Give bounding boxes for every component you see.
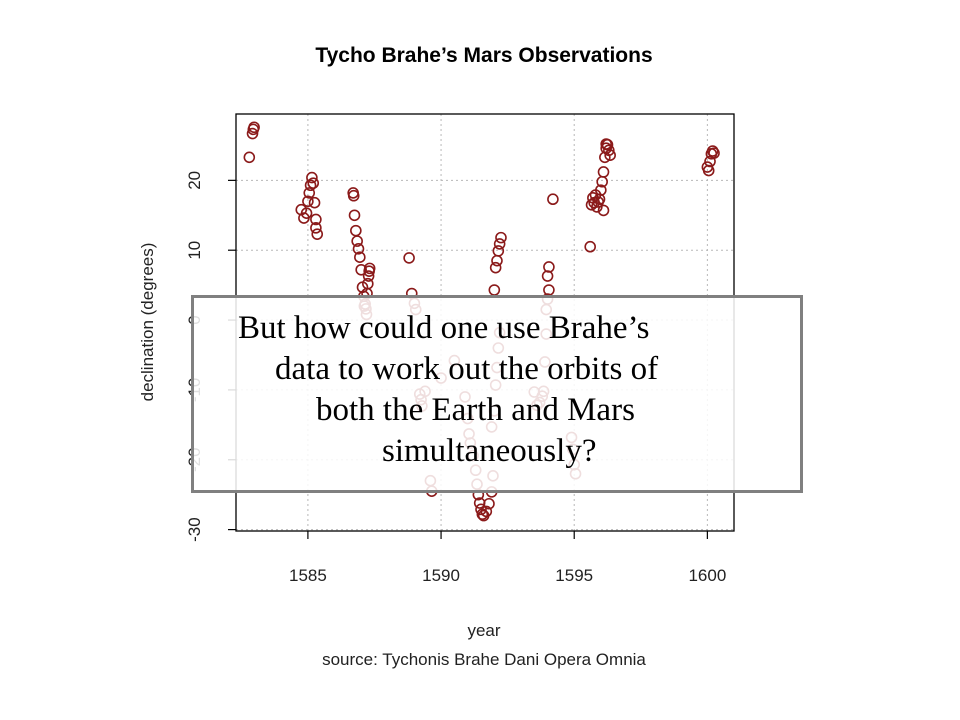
data-point bbox=[600, 138, 612, 150]
data-point bbox=[348, 209, 361, 222]
y-tick-label: 10 bbox=[185, 241, 204, 260]
data-point bbox=[304, 179, 317, 192]
data-point bbox=[362, 277, 374, 290]
data-point bbox=[363, 262, 376, 275]
data-point bbox=[362, 270, 375, 282]
data-point bbox=[489, 261, 502, 274]
slide-text-line: data to work out the orbits of bbox=[275, 351, 659, 387]
data-point bbox=[354, 251, 366, 263]
data-point bbox=[355, 263, 367, 276]
data-point bbox=[351, 235, 363, 247]
data-point bbox=[307, 177, 320, 189]
x-tick-label: 1590 bbox=[422, 566, 460, 585]
data-point bbox=[591, 201, 603, 213]
data-point bbox=[543, 261, 555, 273]
slide-text-line: But how could one use Brahe’s bbox=[238, 310, 650, 346]
y-tick-label: -30 bbox=[185, 517, 204, 542]
chart-title: Tycho Brahe’s Mars Observations bbox=[315, 44, 652, 67]
data-point bbox=[480, 505, 493, 518]
data-point bbox=[308, 196, 321, 209]
data-point bbox=[310, 213, 322, 226]
x-axis-label: year bbox=[467, 621, 500, 640]
data-point bbox=[300, 207, 313, 219]
x-tick-label: 1585 bbox=[289, 566, 327, 585]
data-point bbox=[584, 240, 596, 253]
x-tick-label: 1595 bbox=[555, 566, 593, 585]
data-point bbox=[488, 284, 501, 296]
data-point bbox=[403, 252, 415, 264]
data-point bbox=[708, 147, 720, 159]
y-tick-label: 20 bbox=[185, 171, 204, 190]
data-point bbox=[475, 503, 487, 516]
data-point bbox=[311, 228, 324, 240]
data-point bbox=[350, 224, 362, 237]
data-point bbox=[306, 171, 318, 184]
data-point bbox=[597, 166, 610, 178]
data-point bbox=[303, 187, 316, 199]
data-point bbox=[310, 222, 322, 234]
data-point bbox=[495, 231, 507, 244]
data-point bbox=[491, 254, 503, 267]
data-point bbox=[352, 243, 365, 255]
data-point bbox=[547, 193, 559, 206]
data-point bbox=[243, 151, 256, 164]
data-point bbox=[597, 204, 610, 217]
data-point bbox=[246, 127, 259, 140]
slide-text-box: But how could one use Brahe’s data to wo… bbox=[191, 295, 803, 493]
slide-text-line: both the Earth and Mars bbox=[316, 392, 635, 428]
data-point bbox=[248, 121, 260, 134]
data-point bbox=[603, 144, 615, 157]
slide-text: But how could one use Brahe’s data to wo… bbox=[194, 308, 800, 472]
data-point bbox=[347, 189, 360, 202]
data-point bbox=[585, 199, 598, 211]
data-point bbox=[493, 238, 506, 250]
data-point bbox=[483, 497, 495, 510]
data-point bbox=[492, 245, 505, 257]
slide-text-line: simultaneously? bbox=[382, 433, 597, 469]
data-point bbox=[302, 195, 314, 208]
data-point bbox=[604, 149, 616, 162]
source-caption: source: Tychonis Brahe Dani Opera Omnia bbox=[322, 650, 646, 669]
data-point bbox=[595, 184, 607, 196]
x-tick-label: 1600 bbox=[688, 566, 726, 585]
y-axis-label: declination (degrees) bbox=[138, 243, 157, 402]
